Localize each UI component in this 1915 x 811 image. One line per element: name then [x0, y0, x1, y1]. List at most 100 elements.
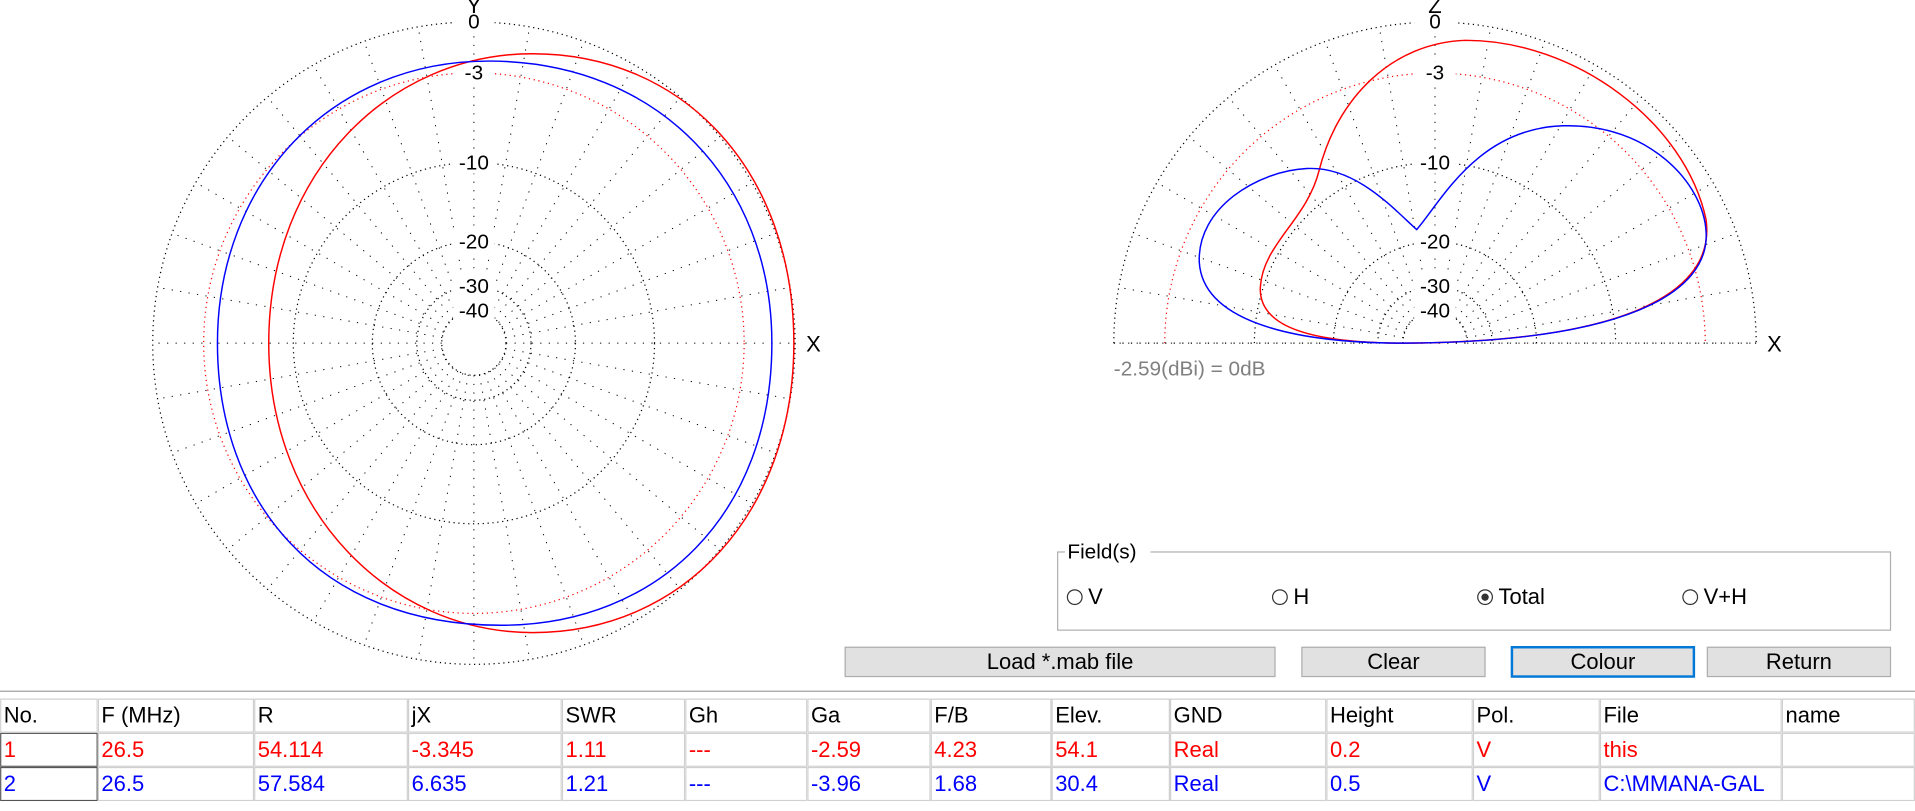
header-text: SWR: [565, 703, 616, 728]
spoke: [503, 353, 776, 454]
ring-labels: 0 -3 -10 -20 -30-40: [1414, 11, 1456, 323]
radio[interactable]: [1066, 589, 1083, 606]
spoke: [171, 232, 444, 333]
cell-border: [97, 766, 255, 802]
radio-option[interactable]: Total: [1477, 584, 1545, 609]
cell-border: [1326, 698, 1473, 733]
cell-text: 26.5: [101, 771, 144, 796]
ring-label-bg: [1414, 275, 1456, 298]
cell-border: [561, 698, 686, 733]
radio[interactable]: [1682, 589, 1699, 606]
spoke: [1273, 64, 1420, 316]
field-title-bg: [1064, 540, 1151, 563]
cell-text: 26.5: [101, 737, 144, 762]
radio-label[interactable]: Total: [1498, 584, 1544, 609]
table-cell: ---: [685, 732, 808, 767]
ring-label: -30: [1420, 275, 1450, 298]
cell-text: -3.96: [811, 771, 861, 796]
button-label[interactable]: Colour: [1571, 649, 1636, 674]
cell-border: [407, 732, 562, 767]
table-cell: F/B: [930, 698, 1052, 733]
button-label[interactable]: Load *.mab file: [987, 649, 1134, 674]
cell-text: 54.114: [258, 737, 324, 762]
table-cell: F (MHz): [97, 698, 255, 733]
table-cell: -3.345: [407, 732, 562, 767]
radio-option[interactable]: V: [1066, 584, 1103, 609]
ring-label-bg: [453, 275, 495, 298]
header-text: Ga: [811, 703, 841, 728]
pattern-curve-blue: [1198, 125, 1707, 344]
button[interactable]: Colour: [1510, 646, 1696, 678]
ring-label-bg: [1414, 300, 1456, 323]
button-label[interactable]: Clear: [1367, 649, 1420, 674]
radio-option[interactable]: H: [1271, 584, 1310, 609]
header-text: Height: [1330, 703, 1394, 728]
cell-text: this: [1604, 737, 1638, 762]
radio-label[interactable]: H: [1293, 584, 1309, 609]
table-cell: No.: [0, 698, 98, 733]
axis-label: Y: [467, 0, 482, 18]
ring-label: -3: [1426, 62, 1444, 85]
button-box[interactable]: [1510, 646, 1696, 678]
spoke: [312, 64, 459, 316]
cell-border: [1472, 698, 1600, 733]
cell-text: 1.11: [565, 737, 606, 762]
cell-text: 1.21: [565, 771, 608, 796]
radio-label[interactable]: V: [1088, 584, 1103, 609]
ring-label: -40: [1420, 300, 1450, 323]
table-cell: 30.4: [1051, 766, 1170, 802]
radio-option[interactable]: V+H: [1682, 584, 1747, 609]
cell-border: [254, 698, 408, 733]
table-cell: Pol.: [1472, 698, 1600, 733]
cell-border: [0, 766, 98, 802]
cell-border: [254, 732, 408, 767]
spoke: [227, 136, 450, 323]
spoke: [312, 370, 459, 622]
button-box[interactable]: [1301, 646, 1486, 678]
spoke: [484, 41, 585, 314]
button[interactable]: Return: [1706, 646, 1892, 678]
cell-border: [930, 766, 1052, 802]
button[interactable]: Load *.mab file: [844, 646, 1276, 678]
table-header-bg: [0, 698, 1915, 733]
pattern-curve-blue: [216, 60, 773, 626]
spoke: [227, 363, 450, 550]
header-text: No.: [4, 703, 38, 728]
table-cell: File: [1599, 698, 1782, 733]
button-box[interactable]: [1706, 646, 1892, 678]
cell-border: [1326, 732, 1473, 767]
cell-border: [1599, 698, 1782, 733]
cell-text: V: [1477, 737, 1492, 762]
button-label[interactable]: Return: [1766, 649, 1832, 674]
table-cell: 54.1: [1051, 732, 1170, 767]
cell-text: Real: [1174, 737, 1219, 762]
spoke: [498, 363, 721, 550]
table-cell: Gh: [685, 698, 808, 733]
cell-text: -2.59: [811, 737, 861, 762]
cell-border: [1472, 732, 1600, 767]
table-cell: 6.635: [407, 766, 562, 802]
cell-text: Real: [1174, 771, 1219, 796]
reference-label: -2.59(dBi) = 0dB: [1114, 358, 1266, 381]
spoke: [1465, 232, 1737, 333]
table-cell: V: [1472, 732, 1600, 767]
table-cell: 54.114: [254, 732, 408, 767]
spoke: [498, 136, 721, 323]
cell-border: [1169, 766, 1327, 802]
cell-border: [1326, 766, 1473, 802]
radio[interactable]: [1271, 589, 1288, 606]
table-cell: 0.2: [1326, 732, 1473, 767]
spoke: [503, 232, 776, 333]
table-cell: 2: [0, 766, 98, 802]
table-cell: R: [254, 698, 408, 733]
button[interactable]: Clear: [1301, 646, 1486, 678]
pattern-curve-red: [1259, 39, 1708, 344]
button-box[interactable]: [844, 646, 1276, 678]
table-cell: Ga: [807, 698, 931, 733]
radio-label[interactable]: V+H: [1704, 584, 1747, 609]
ring-label: 0: [468, 11, 480, 34]
cell-text: -3.345: [412, 737, 474, 762]
cell-text: ---: [689, 737, 711, 762]
header-text: File: [1604, 703, 1639, 728]
